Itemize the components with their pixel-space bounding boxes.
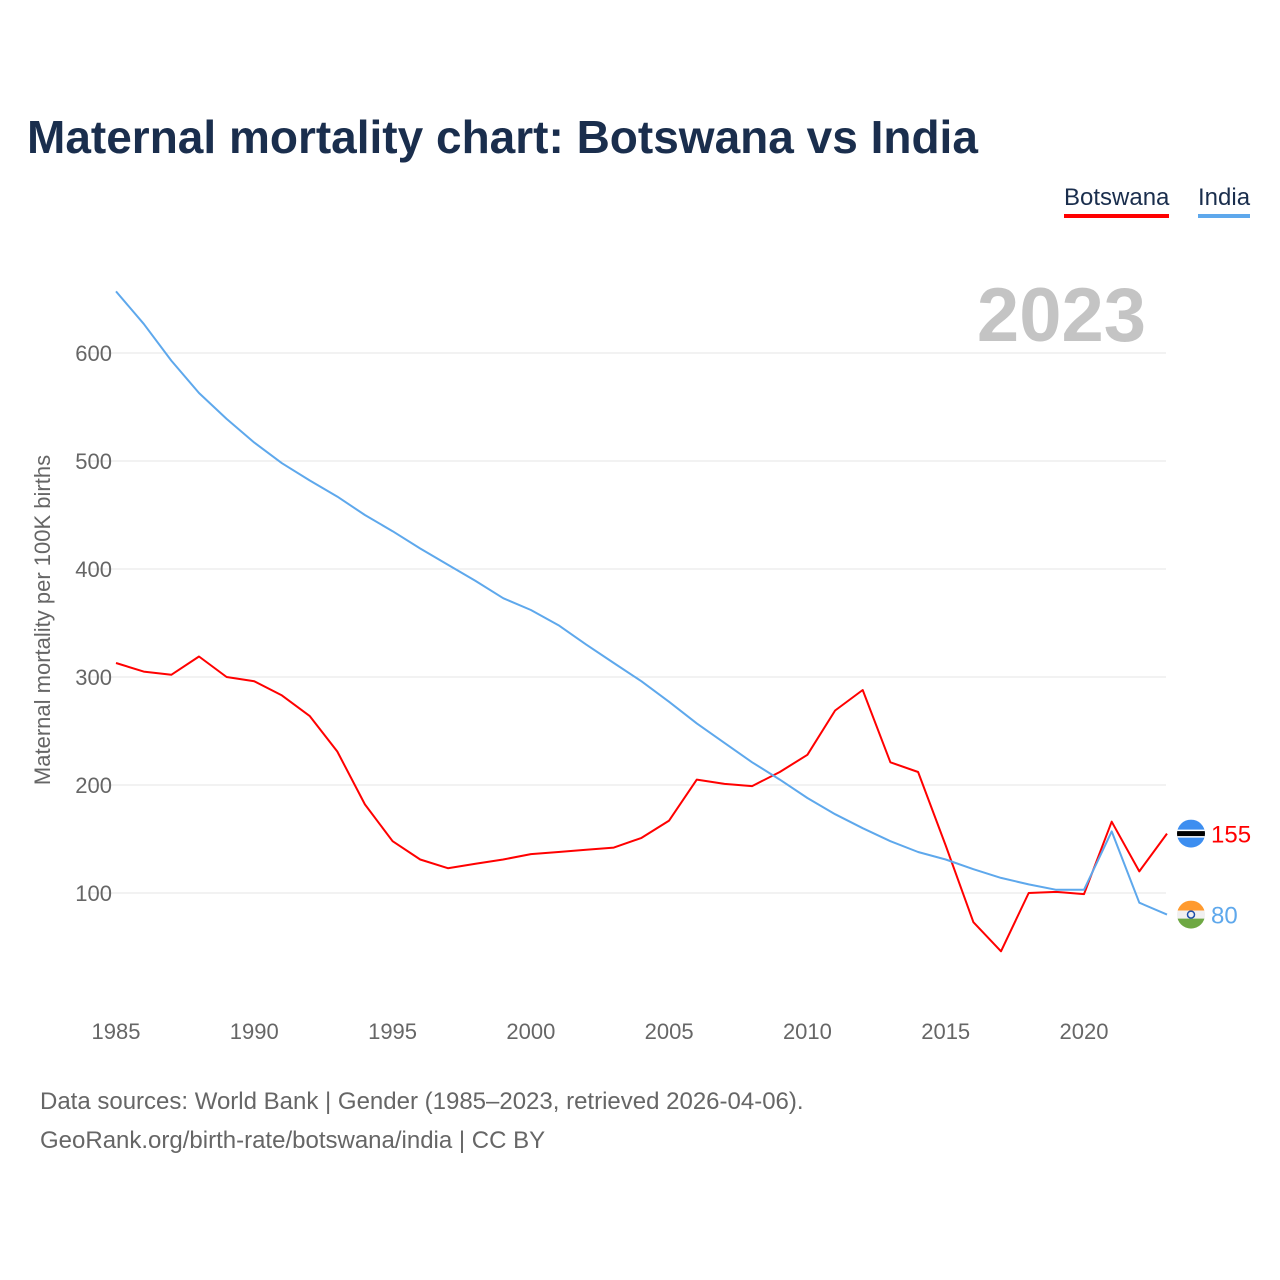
y-tick-label: 500 (75, 449, 112, 474)
x-tick-label: 2010 (783, 1019, 832, 1044)
flag-white (1177, 910, 1205, 919)
source-line-2: GeoRank.org/birth-rate/botswana/india | … (40, 1127, 546, 1154)
flag-saffron (1177, 900, 1205, 911)
flag-chakra (1186, 910, 1196, 919)
legend-india[interactable]: India (1198, 184, 1251, 218)
end-label-india: 80 (1211, 903, 1238, 930)
x-tick-label: 1990 (230, 1019, 279, 1044)
x-tick-label: 2020 (1060, 1019, 1109, 1044)
source-line-1: Data sources: World Bank | Gender (1985–… (40, 1088, 804, 1115)
y-tick-label: 600 (75, 341, 112, 366)
x-tick-label: 1985 (92, 1019, 141, 1044)
chart-title: Maternal mortality chart: Botswana vs In… (27, 111, 978, 163)
series-line-india (115, 290, 1168, 916)
series-line-botswana (115, 655, 1168, 953)
y-tick-label: 100 (75, 881, 112, 906)
flag-body (1177, 900, 1205, 929)
y-tick-label: 300 (75, 665, 112, 690)
year-label: 2023 (976, 273, 1146, 358)
x-tick-label: 2015 (921, 1019, 970, 1044)
x-tick-label: 1995 (368, 1019, 417, 1044)
x-tick-label: 2005 (645, 1019, 694, 1044)
x-tick-label: 2000 (506, 1019, 555, 1044)
flag-black (1177, 831, 1205, 837)
y-tick-label: 400 (75, 557, 112, 582)
botswana-flag-icon (1177, 819, 1205, 848)
flag-body (1177, 819, 1205, 848)
end-label-botswana: 155 (1211, 822, 1251, 849)
legend-botswana[interactable]: Botswana (1064, 184, 1170, 218)
flag-green (1177, 918, 1205, 929)
india-flag-icon (1177, 900, 1205, 929)
y-tick-label: 200 (75, 773, 112, 798)
